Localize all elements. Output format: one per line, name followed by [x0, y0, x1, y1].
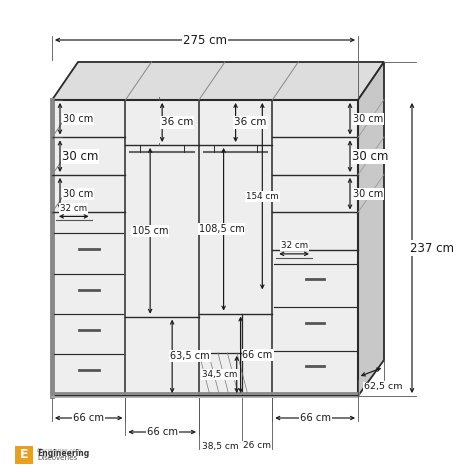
Text: 237 cm: 237 cm — [410, 241, 454, 255]
Text: 34,5 cm: 34,5 cm — [202, 370, 237, 379]
Polygon shape — [358, 62, 384, 396]
Text: 275 cm: 275 cm — [183, 34, 227, 46]
Bar — [15, 446, 33, 464]
Text: Engineering: Engineering — [37, 449, 89, 458]
Text: 66 cm: 66 cm — [300, 413, 331, 423]
Text: 36 cm: 36 cm — [161, 118, 193, 128]
Text: 30 cm: 30 cm — [352, 150, 388, 163]
Text: 105 cm: 105 cm — [132, 226, 168, 236]
Text: 32 cm: 32 cm — [281, 241, 308, 250]
Text: 108,5 cm: 108,5 cm — [199, 224, 245, 234]
Text: 30 cm: 30 cm — [63, 114, 93, 124]
Text: 30 cm: 30 cm — [353, 189, 383, 199]
Text: 30 cm: 30 cm — [353, 114, 383, 124]
Text: Discoveries.com: Discoveries.com — [37, 448, 82, 453]
Polygon shape — [52, 62, 384, 100]
Text: 38,5 cm: 38,5 cm — [202, 441, 238, 450]
Text: 36 cm: 36 cm — [235, 118, 267, 128]
Text: 66 cm: 66 cm — [73, 413, 104, 423]
Text: 66 cm: 66 cm — [243, 350, 273, 360]
Polygon shape — [52, 100, 358, 396]
Text: E: E — [20, 447, 28, 461]
Text: 63,5 cm: 63,5 cm — [170, 351, 210, 361]
Text: 62,5 cm: 62,5 cm — [364, 383, 402, 392]
Text: 30 cm: 30 cm — [62, 150, 98, 163]
Text: 154 cm: 154 cm — [246, 191, 279, 201]
Text: 26 cm: 26 cm — [243, 441, 271, 450]
Text: 30 cm: 30 cm — [63, 189, 93, 199]
Text: Discoveries: Discoveries — [37, 455, 77, 461]
Text: 66 cm: 66 cm — [146, 427, 178, 437]
Text: 32 cm: 32 cm — [60, 204, 87, 213]
